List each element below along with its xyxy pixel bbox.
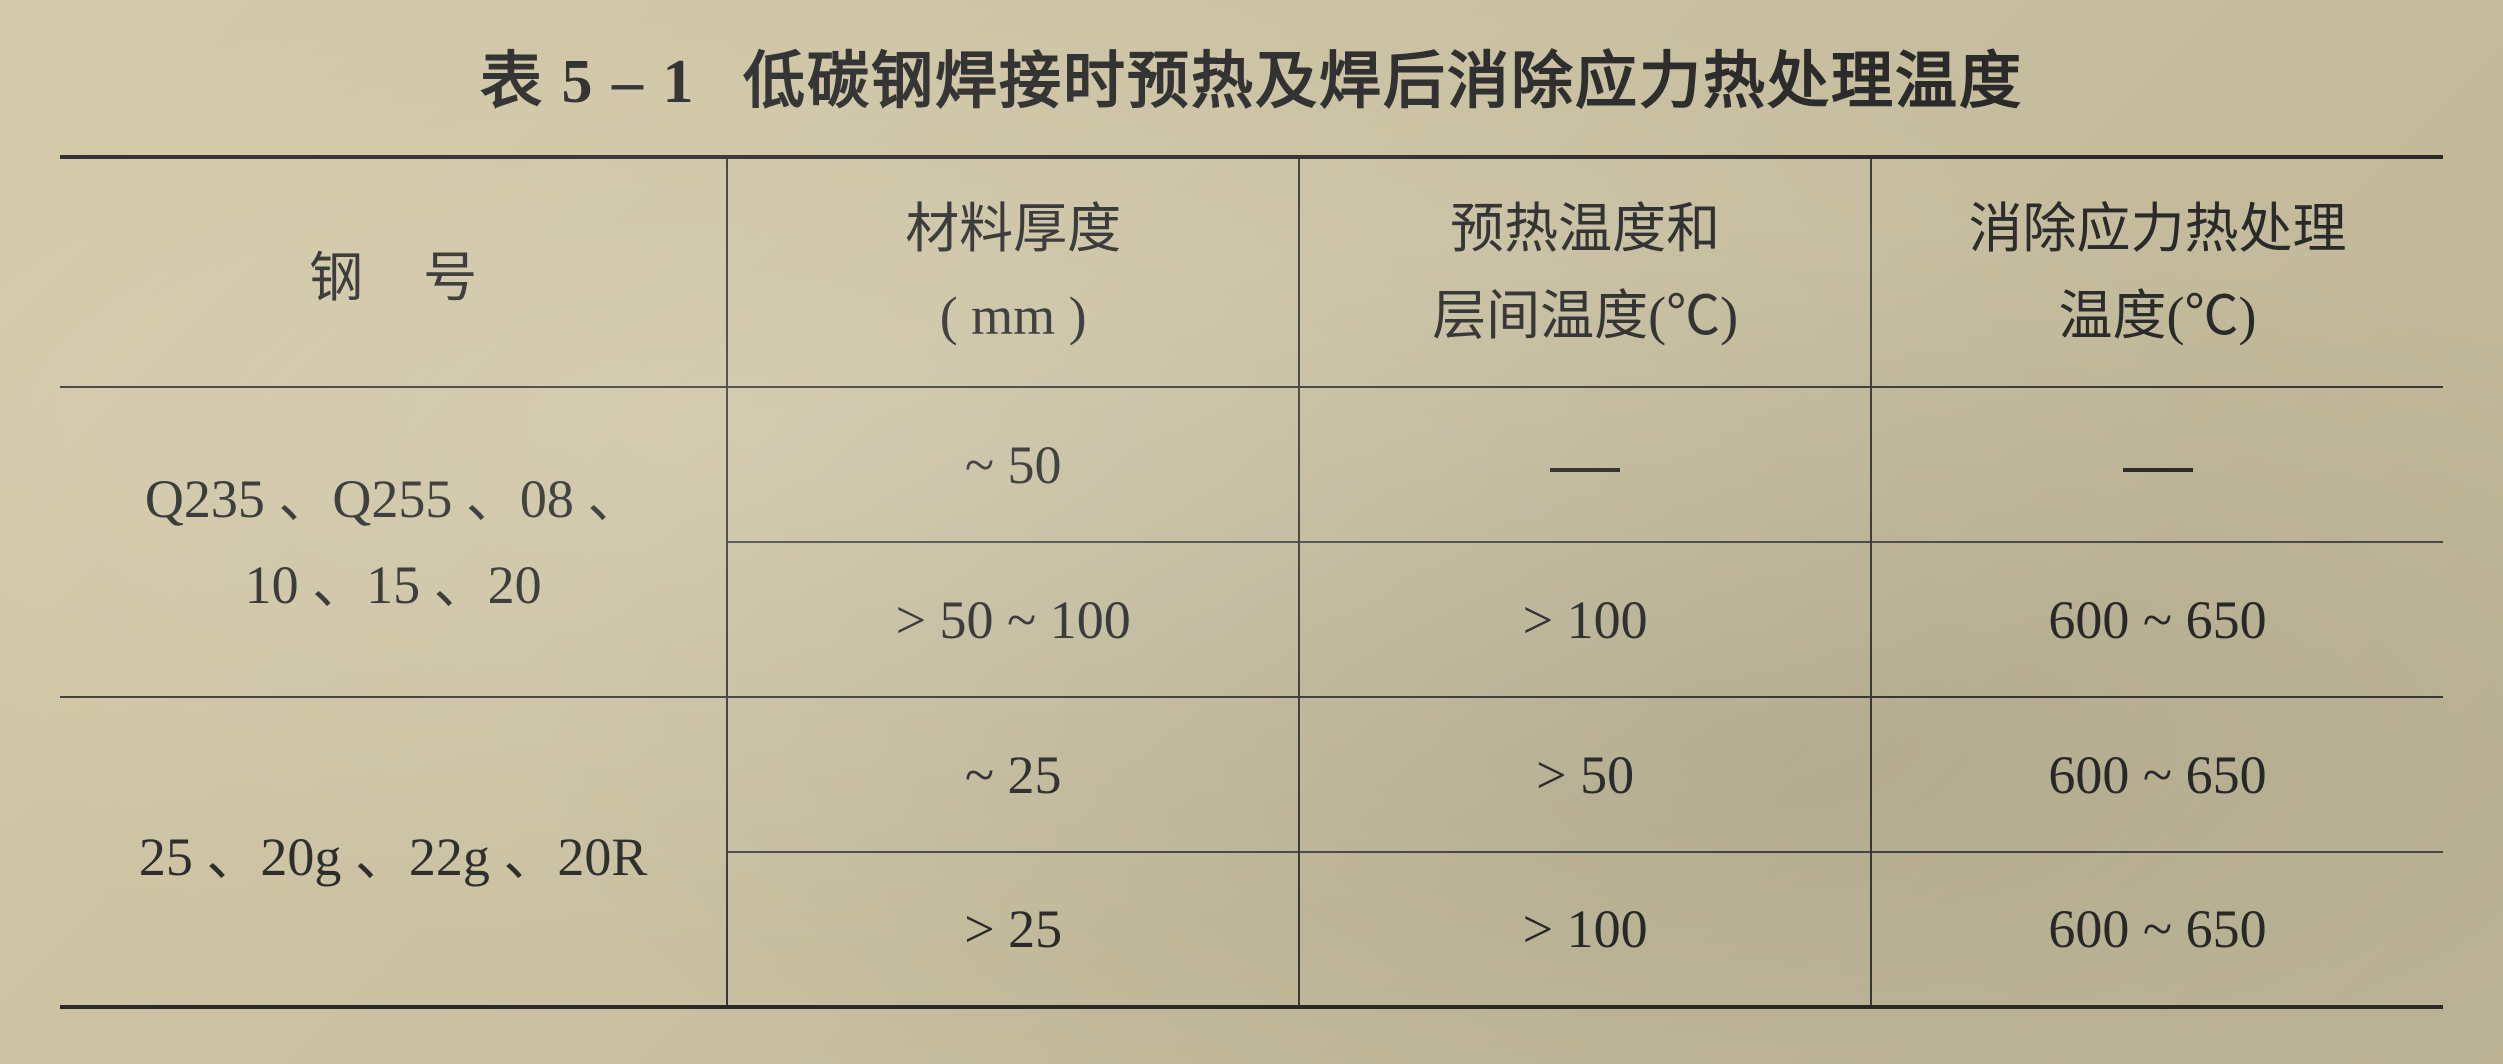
col-header-stress: 消除应力热处理 温度(℃) [1871,157,2443,387]
col-header-thickness: 材料厚度 ( mm ) [727,157,1299,387]
table-caption: 表 5 – 1 低碳钢焊接时预热及焊后消除应力热处理温度 [60,30,2443,120]
dash-icon [1550,468,1620,472]
cell-stress: 600 ~ 650 [1871,852,2443,1007]
data-table: 钢号 材料厚度 ( mm ) 预热温度和 层间温度(℃) 消除应力热处理 温度(… [60,155,2443,1009]
table-number: 表 5 – 1 [480,48,696,116]
cell-thickness: ~ 25 [727,697,1299,852]
cell-stress: 600 ~ 650 [1871,542,2443,697]
cell-preheat: > 100 [1299,542,1871,697]
cell-steel-group2: 25 、20g 、22g 、20R [60,697,727,1007]
cell-preheat: > 50 [1299,697,1871,852]
cell-thickness: ~ 50 [727,387,1299,542]
cell-stress: 600 ~ 650 [1871,697,2443,852]
dash-icon [2123,468,2193,472]
cell-preheat [1299,387,1871,542]
col-header-preheat: 预热温度和 层间温度(℃) [1299,157,1871,387]
col-header-steel: 钢号 [60,157,727,387]
table-title-text: 低碳钢焊接时预热及焊后消除应力热处理温度 [743,48,2023,116]
cell-steel-group1: Q235 、Q255 、08 、 10 、15 、20 [60,387,727,697]
table-row: 25 、20g 、22g 、20R ~ 25 > 50 600 ~ 650 [60,697,2443,852]
cell-thickness: > 25 [727,852,1299,1007]
cell-preheat: > 100 [1299,852,1871,1007]
table-row: Q235 、Q255 、08 、 10 、15 、20 ~ 50 [60,387,2443,542]
cell-thickness: > 50 ~ 100 [727,542,1299,697]
cell-stress [1871,387,2443,542]
table-header-row: 钢号 材料厚度 ( mm ) 预热温度和 层间温度(℃) 消除应力热处理 温度(… [60,157,2443,387]
